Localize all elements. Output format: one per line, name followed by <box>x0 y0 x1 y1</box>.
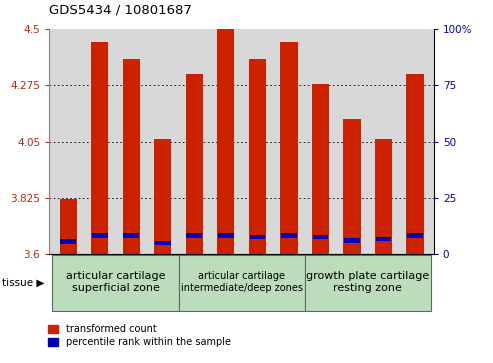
Text: articular cartilage
superficial zone: articular cartilage superficial zone <box>66 271 165 293</box>
Legend: transformed count, percentile rank within the sample: transformed count, percentile rank withi… <box>44 320 235 351</box>
Bar <box>281 233 297 238</box>
Bar <box>155 241 171 245</box>
Bar <box>218 233 234 238</box>
Bar <box>248 59 266 254</box>
Bar <box>123 233 139 238</box>
Bar <box>343 119 360 254</box>
Bar <box>406 74 423 254</box>
Bar <box>60 199 77 254</box>
Bar <box>154 139 172 254</box>
Bar <box>52 255 178 311</box>
Bar <box>312 84 329 254</box>
Text: growth plate cartilage
resting zone: growth plate cartilage resting zone <box>306 271 429 293</box>
Bar <box>375 139 392 254</box>
Bar <box>186 233 202 238</box>
Text: GDS5434 / 10801687: GDS5434 / 10801687 <box>49 3 192 16</box>
Bar <box>344 238 360 242</box>
Bar <box>376 237 391 241</box>
Bar <box>186 74 203 254</box>
Bar <box>305 255 431 311</box>
Text: tissue ▶: tissue ▶ <box>2 278 45 288</box>
Bar <box>61 239 76 244</box>
Bar <box>249 235 265 239</box>
Text: articular cartilage
intermediate/deep zones: articular cartilage intermediate/deep zo… <box>180 271 303 293</box>
Bar <box>313 235 328 239</box>
Bar <box>217 29 235 254</box>
Bar <box>407 233 423 238</box>
Bar <box>91 41 108 254</box>
Bar <box>123 59 140 254</box>
Bar <box>178 255 305 311</box>
Bar <box>280 41 297 254</box>
Bar <box>92 233 107 238</box>
